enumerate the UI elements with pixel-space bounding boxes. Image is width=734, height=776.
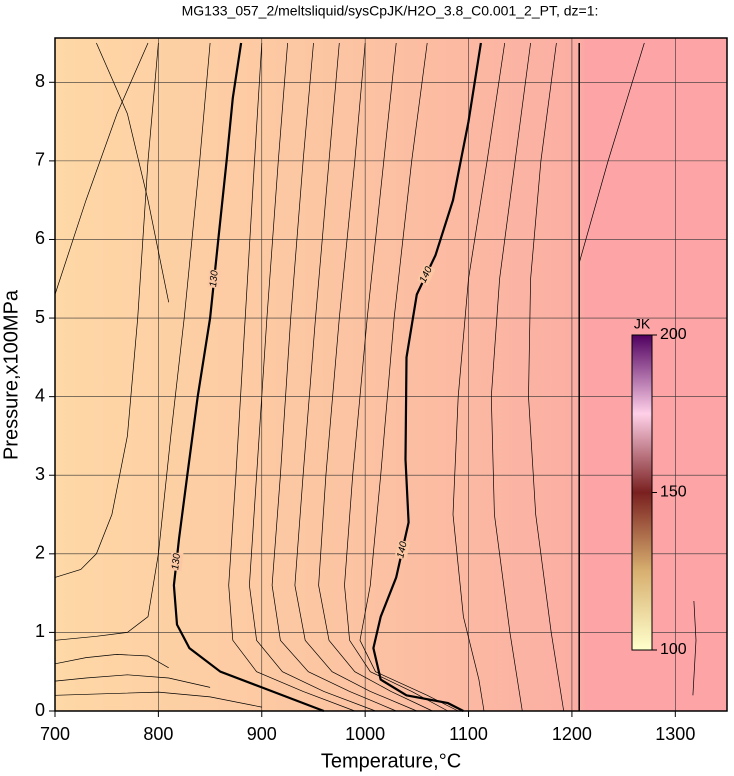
contour-line-major [172,42,325,713]
contour-line [578,42,645,264]
x-tick-label: 1200 [552,724,592,744]
y-tick-label: 1 [35,621,45,641]
contour-label: 130 [170,552,183,570]
contour-line [692,600,697,696]
contour-label: 130 [208,269,221,287]
contour-line [318,42,433,712]
contour-label-bg [207,269,222,289]
y-tick-label: 6 [35,228,45,248]
plot-background [55,38,727,711]
y-tick-label: 0 [35,700,45,720]
contour-line [228,42,355,712]
x-axis-label: Temperature,°C [321,750,461,772]
contour-line-major [372,42,482,712]
contour-line [249,42,376,712]
contour-line [96,42,170,303]
x-tick-label: 1100 [449,724,488,744]
contour-label-bg [416,264,436,286]
y-tick-label: 8 [35,71,45,91]
y-tick-label: 3 [35,464,45,484]
contour-label-bg [169,552,184,572]
contour-label: 140 [395,540,409,559]
x-tick-label: 800 [143,724,173,744]
colorbar-tick-label: 100 [660,641,687,658]
contour-line [528,42,565,712]
y-tick-label: 5 [35,307,45,327]
contour-line [54,654,169,669]
contour-line [54,42,149,295]
contour-line [54,674,211,688]
colorbar-tick-label: 200 [660,326,687,343]
colorbar-label: JK [634,316,651,332]
x-tick-label: 1300 [655,724,695,744]
x-tick-label: 900 [247,724,277,744]
y-tick-label: 4 [35,385,45,405]
contour-line [490,42,531,712]
colorbar [631,334,653,651]
contour-line [294,42,417,712]
contour-line [54,42,159,578]
y-tick-label: 7 [35,150,45,170]
contour-label-bg [394,539,411,560]
contour-line [54,42,211,641]
plot-frame [54,37,728,712]
contour-line [359,42,459,712]
contour-line [452,42,506,712]
y-tick-label: 2 [35,543,45,563]
x-tick-label: 700 [40,724,70,744]
contour-line [54,691,262,708]
contour-line [271,42,397,712]
chart-title: MG133_057_2/meltsliquid/sysCpJK/H2O_3.8_… [182,3,599,19]
x-tick-label: 1000 [345,724,385,744]
y-axis-label: Pressure,x100MPa [0,289,22,460]
contour-line [344,42,449,712]
colorbar-tick-label: 150 [660,484,687,501]
